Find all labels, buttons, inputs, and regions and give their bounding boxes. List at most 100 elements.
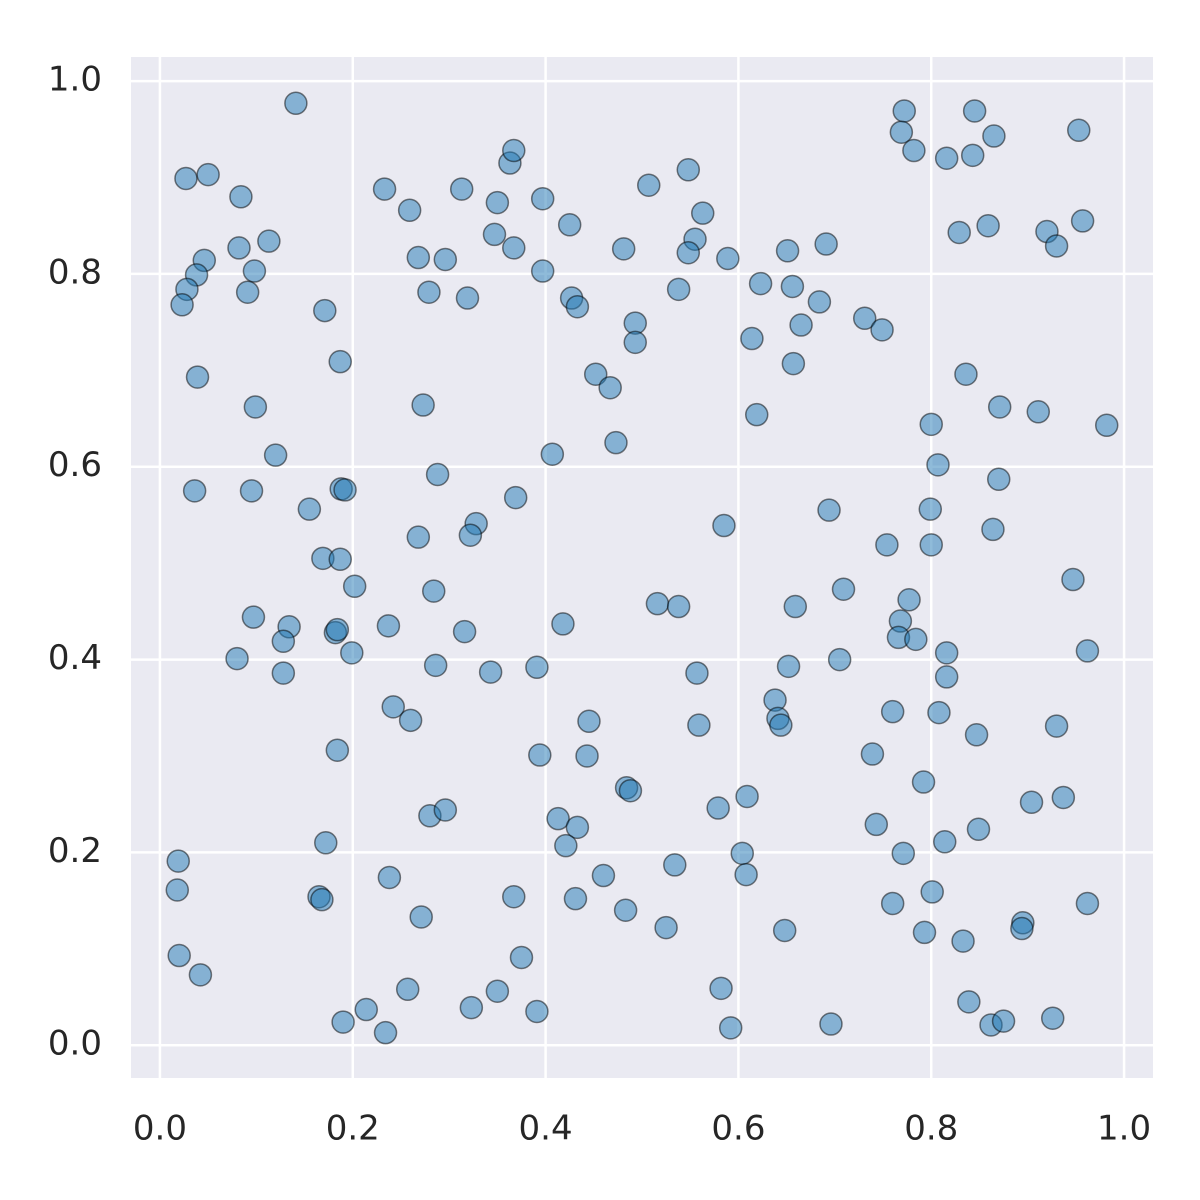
point — [196, 162, 220, 187]
point — [919, 412, 943, 437]
y-tick-label: 0.2 — [48, 831, 102, 871]
point — [718, 1016, 743, 1040]
point — [241, 605, 266, 629]
point — [271, 661, 296, 685]
point — [960, 143, 985, 168]
point — [889, 120, 914, 144]
point — [748, 271, 773, 296]
point — [257, 229, 281, 253]
point — [340, 641, 364, 665]
point — [485, 190, 510, 215]
point — [676, 158, 701, 182]
point — [182, 479, 207, 503]
point — [575, 744, 599, 768]
point — [1026, 400, 1051, 424]
point — [313, 298, 337, 323]
point — [991, 1009, 1016, 1033]
point — [411, 393, 435, 417]
point — [976, 213, 1000, 238]
point — [333, 478, 357, 502]
point — [986, 467, 1011, 492]
point — [892, 99, 916, 123]
point — [271, 629, 296, 654]
y-tick-label: 0.0 — [48, 1024, 102, 1064]
point — [740, 326, 764, 351]
x-tick-label: 0.6 — [711, 1109, 765, 1149]
point — [819, 1012, 843, 1036]
point — [395, 977, 420, 1002]
point — [1040, 1006, 1065, 1030]
point — [1075, 639, 1100, 663]
point — [583, 362, 608, 386]
point — [772, 918, 797, 943]
point — [525, 999, 549, 1024]
point — [243, 395, 268, 419]
point — [372, 177, 397, 201]
x-tick-label: 0.2 — [326, 1109, 380, 1149]
point — [744, 402, 769, 427]
point — [962, 99, 987, 123]
x-tick-label: 0.4 — [519, 1109, 573, 1149]
x-tick-label: 0.0 — [133, 1109, 187, 1149]
point — [735, 784, 759, 809]
point — [331, 1010, 355, 1034]
x-tick-label: 0.8 — [904, 1109, 958, 1149]
point — [325, 738, 350, 762]
point — [478, 660, 503, 684]
point — [880, 891, 905, 916]
point — [645, 591, 670, 616]
point — [981, 517, 1005, 542]
point — [297, 497, 322, 521]
point — [926, 453, 950, 477]
point — [864, 812, 889, 837]
point — [263, 443, 288, 467]
point — [1019, 790, 1044, 815]
point — [354, 997, 379, 1022]
point — [165, 878, 190, 902]
point — [551, 612, 575, 636]
point — [734, 862, 758, 887]
point — [964, 723, 989, 747]
point — [417, 280, 441, 304]
point — [687, 713, 711, 737]
point — [557, 213, 582, 237]
point — [509, 945, 534, 970]
point — [897, 588, 921, 612]
point — [623, 330, 648, 355]
point — [502, 236, 526, 260]
point — [789, 313, 813, 337]
point — [666, 277, 691, 302]
point — [780, 274, 805, 299]
point — [636, 173, 661, 197]
y-tick-label: 1.0 — [48, 60, 102, 100]
point — [328, 349, 352, 374]
point — [716, 246, 740, 271]
point — [530, 259, 555, 283]
point — [860, 742, 885, 766]
point — [1044, 234, 1069, 258]
point — [712, 513, 736, 538]
point — [433, 798, 458, 822]
point — [807, 290, 832, 314]
point — [225, 646, 249, 671]
point — [1075, 891, 1100, 916]
point — [546, 806, 570, 831]
point — [174, 166, 198, 191]
point — [1051, 785, 1076, 810]
point — [598, 375, 622, 400]
point — [328, 547, 352, 572]
point — [376, 614, 401, 638]
point — [239, 479, 264, 503]
point — [310, 887, 334, 912]
point — [433, 247, 458, 272]
point — [966, 817, 991, 842]
point — [229, 185, 253, 209]
point — [618, 778, 643, 803]
point — [875, 533, 899, 557]
point — [709, 976, 733, 1001]
point — [406, 245, 431, 270]
point — [227, 236, 251, 260]
point — [373, 1020, 398, 1045]
point — [342, 574, 367, 599]
